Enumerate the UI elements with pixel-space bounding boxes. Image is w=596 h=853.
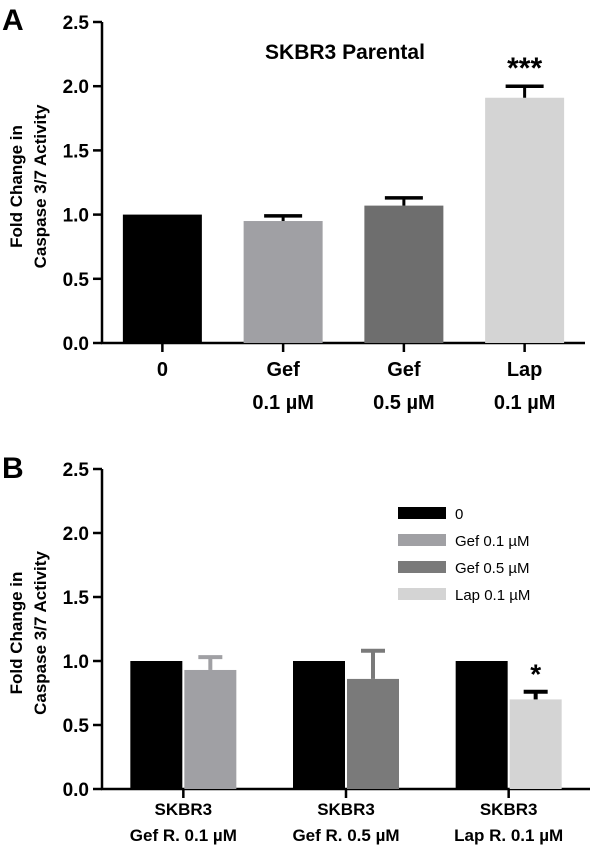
x-tick-label: SKBR3 — [155, 800, 213, 819]
y-axis-label-line: Caspase 3/7 Activity — [31, 104, 50, 268]
chart-title: SKBR3 Parental — [265, 41, 425, 64]
x-tick-label: 0.5 µM — [373, 392, 435, 414]
bar — [293, 661, 345, 789]
y-tick-label: 2.0 — [63, 524, 89, 545]
bar — [485, 97, 565, 343]
y-axis-label-line: Fold Change in — [7, 125, 26, 248]
x-tick-label: SKBR3 — [480, 800, 538, 819]
y-tick-label: 2.0 — [63, 77, 89, 98]
y-tick-label: 0.5 — [63, 716, 90, 737]
y-tick-label: 0.0 — [63, 334, 89, 355]
legend-label: Gef 0.1 µM — [455, 533, 530, 550]
y-tick-label: 2.5 — [63, 460, 90, 481]
x-tick-label: Lap R. 0.1 µM — [454, 826, 563, 845]
x-tick-label: Gef R. 0.1 µM — [130, 826, 237, 845]
bar — [122, 214, 202, 343]
legend-label: Gef 0.5 µM — [455, 560, 530, 577]
bar — [347, 678, 399, 789]
y-tick-label: 0.5 — [63, 270, 90, 291]
panel-a: A SKBR3 Parental Fold Change in Caspase 3/7… — [2, 4, 585, 414]
legend-label: 0 — [455, 506, 463, 523]
x-tick-label: 0.1 µM — [494, 392, 556, 414]
bar — [130, 661, 183, 789]
bar — [243, 221, 323, 343]
x-tick-label: 0 — [157, 359, 168, 381]
significance-annotation: *** — [507, 52, 542, 85]
x-tick-label: Gef — [387, 359, 421, 381]
legend-swatch — [398, 507, 446, 519]
x-tick-label: Gef — [266, 359, 300, 381]
legend-swatch — [398, 561, 446, 573]
bar — [509, 699, 562, 789]
y-tick-label: 1.0 — [63, 206, 89, 227]
panel-letter-a: A — [2, 4, 24, 37]
x-tick-label: 0.1 µM — [252, 392, 314, 414]
y-axis-label-line: Fold Change in — [7, 572, 26, 695]
y-tick-label: 2.5 — [63, 13, 90, 34]
bar — [184, 669, 237, 789]
bar — [455, 661, 508, 789]
legend-label: Lap 0.1 µM — [455, 587, 530, 604]
bar — [364, 205, 444, 343]
y-tick-label: 1.0 — [63, 652, 89, 673]
panel-b: B Fold Change in Caspase 3/7 Activity 0.0 0.… — [2, 452, 590, 845]
x-tick-label: Gef R. 0.5 µM — [292, 826, 399, 845]
panel-letter-b: B — [2, 452, 24, 485]
y-tick-label: 1.5 — [63, 588, 90, 609]
x-tick-label: Lap — [507, 359, 543, 381]
legend-swatch — [398, 534, 446, 546]
significance-annotation: * — [530, 659, 541, 690]
y-tick-label: 1.5 — [63, 141, 90, 162]
y-tick-label: 0.0 — [63, 780, 89, 801]
x-tick-label: SKBR3 — [317, 800, 375, 819]
legend-swatch — [398, 588, 446, 600]
y-axis-label-line: Caspase 3/7 Activity — [31, 551, 50, 715]
